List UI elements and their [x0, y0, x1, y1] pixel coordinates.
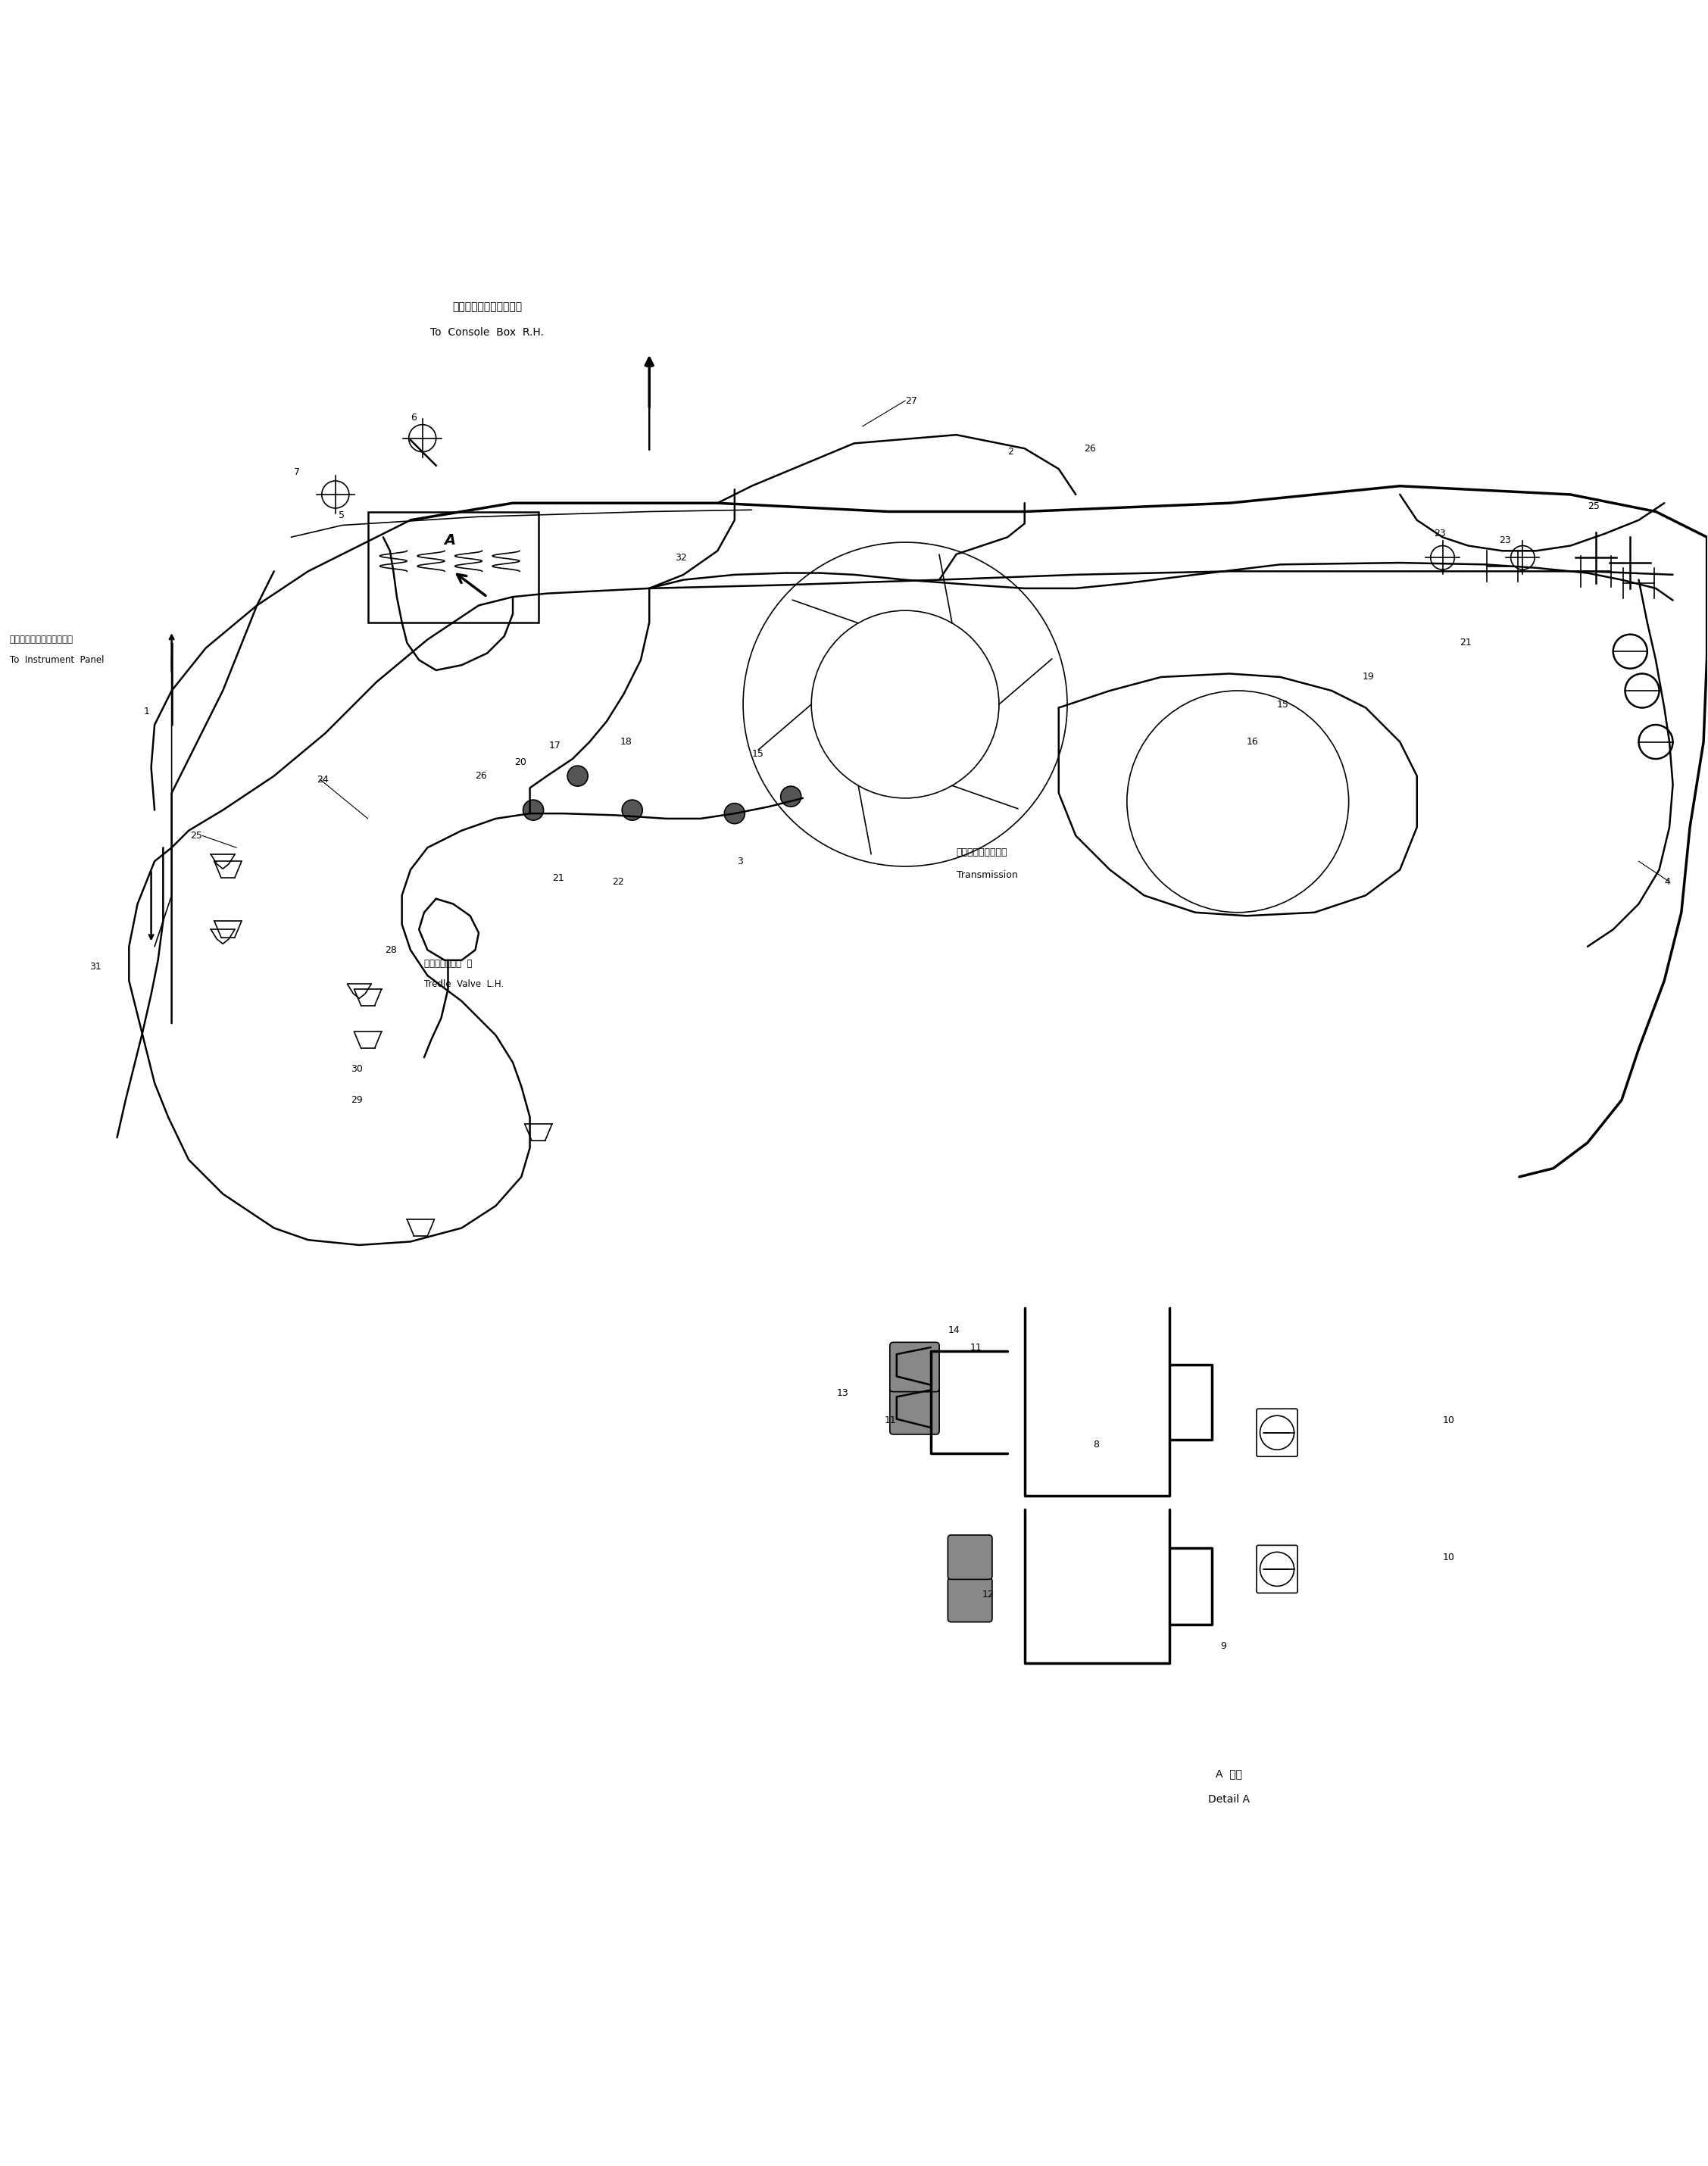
Text: To  Instrument  Panel: To Instrument Panel [10, 654, 104, 665]
Text: 9: 9 [1221, 1642, 1226, 1650]
Text: 15: 15 [752, 749, 763, 758]
Text: 26: 26 [1085, 444, 1097, 453]
Text: 22: 22 [611, 877, 623, 886]
Text: Transmission: Transmission [956, 871, 1018, 879]
Text: 3: 3 [738, 856, 743, 866]
Text: 12: 12 [982, 1590, 994, 1601]
Text: 23: 23 [1435, 529, 1447, 539]
FancyBboxPatch shape [948, 1536, 992, 1579]
Text: 27: 27 [905, 396, 917, 405]
FancyBboxPatch shape [890, 1384, 939, 1434]
Text: 32: 32 [675, 552, 687, 563]
Text: 16: 16 [1247, 736, 1259, 747]
Text: 19: 19 [1363, 671, 1375, 682]
Text: 5: 5 [338, 509, 345, 520]
Text: 26: 26 [475, 771, 487, 782]
Text: 15: 15 [1278, 700, 1290, 708]
Text: 31: 31 [91, 962, 102, 973]
Text: 25: 25 [1587, 503, 1600, 511]
Text: 23: 23 [1500, 535, 1512, 546]
Text: 7: 7 [294, 468, 299, 477]
Circle shape [567, 767, 588, 786]
Text: 2: 2 [1008, 446, 1013, 457]
Text: 10: 10 [1443, 1553, 1455, 1562]
Text: 20: 20 [514, 758, 526, 767]
Text: 25: 25 [190, 832, 202, 840]
FancyBboxPatch shape [948, 1577, 992, 1622]
Text: 1: 1 [143, 706, 150, 717]
Text: インスツルメントパネルへ: インスツルメントパネルへ [10, 635, 73, 645]
Text: Tredle  Valve  L.H.: Tredle Valve L.H. [424, 979, 504, 990]
Text: Detail A: Detail A [1209, 1793, 1250, 1804]
Text: To  Console  Box  R.H.: To Console Box R.H. [430, 327, 543, 338]
Text: 29: 29 [350, 1096, 362, 1105]
Circle shape [622, 799, 642, 821]
Circle shape [523, 799, 543, 821]
Text: A: A [444, 533, 456, 548]
Text: 21: 21 [552, 873, 564, 884]
Text: 13: 13 [837, 1388, 849, 1399]
Circle shape [724, 804, 745, 823]
Text: トレドルバルブ  左: トレドルバルブ 左 [424, 960, 471, 968]
Text: 24: 24 [316, 775, 328, 784]
Circle shape [781, 786, 801, 806]
Text: コンソールボックス右へ: コンソールボックス右へ [453, 301, 523, 312]
Text: トランスミッション: トランスミッション [956, 847, 1008, 858]
Text: 8: 8 [1093, 1440, 1098, 1449]
Bar [367, 511, 538, 622]
Text: 28: 28 [384, 944, 396, 955]
Text: 17: 17 [548, 741, 560, 749]
Text: 14: 14 [948, 1326, 960, 1334]
Text: 21: 21 [1460, 639, 1472, 648]
Text: 6: 6 [410, 414, 417, 422]
FancyBboxPatch shape [890, 1343, 939, 1393]
Text: 11: 11 [970, 1343, 982, 1352]
Text: A  詳細: A 詳細 [1216, 1767, 1242, 1778]
Text: 4: 4 [1664, 877, 1670, 886]
Text: 10: 10 [1443, 1417, 1455, 1425]
Text: 11: 11 [885, 1417, 897, 1425]
Text: 18: 18 [620, 736, 632, 747]
Text: 30: 30 [350, 1064, 362, 1074]
